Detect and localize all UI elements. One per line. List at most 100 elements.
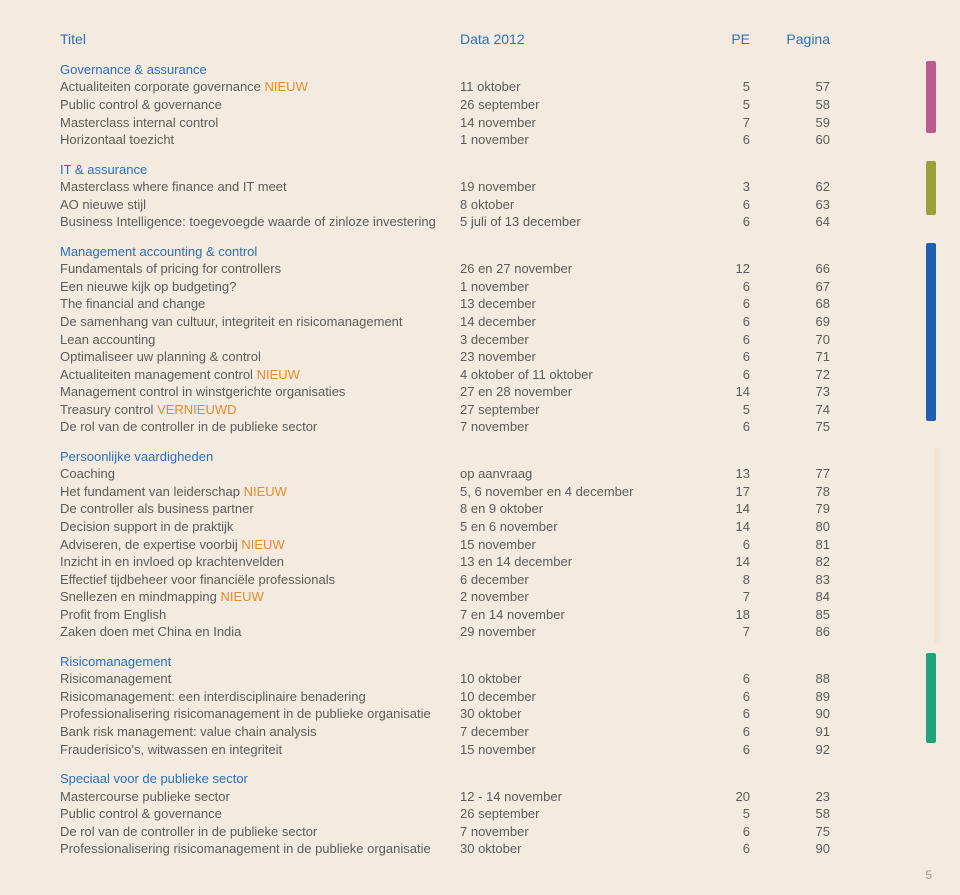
table-row: Treasury control VERNIEUWD27 september57… <box>60 401 900 419</box>
section-heading: Speciaal voor de publieke sector <box>60 770 900 788</box>
section: Speciaal voor de publieke sectorMasterco… <box>60 770 900 858</box>
row-title: Frauderisico's, witwassen en integriteit <box>60 741 460 759</box>
row-pagina: 90 <box>750 705 830 723</box>
table-row: Professionalisering risicomanagement in … <box>60 705 900 723</box>
row-data: 7 november <box>460 418 670 436</box>
row-pagina: 23 <box>750 788 830 806</box>
row-pagina: 72 <box>750 366 830 384</box>
header-pe: PE <box>670 30 750 49</box>
table-row: De rol van de controller in de publieke … <box>60 418 900 436</box>
row-data: 2 november <box>460 588 670 606</box>
row-pe: 5 <box>670 805 750 823</box>
section-tab-icon <box>926 61 936 133</box>
table-row: Masterclass internal control14 november7… <box>60 114 900 132</box>
row-pe: 6 <box>670 348 750 366</box>
row-title: Effectief tijdbeheer voor financiële pro… <box>60 571 460 589</box>
table-row: The financial and change13 december668 <box>60 295 900 313</box>
row-pe: 6 <box>670 131 750 149</box>
row-pagina: 84 <box>750 588 830 606</box>
course-listing: Titel Data 2012 PE Pagina Governance & a… <box>0 0 960 878</box>
section-tab-icon <box>934 448 940 644</box>
row-title: De samenhang van cultuur, integriteit en… <box>60 313 460 331</box>
section: IT & assuranceMasterclass where finance … <box>60 161 900 231</box>
row-pagina: 88 <box>750 670 830 688</box>
row-data: 30 oktober <box>460 840 670 858</box>
row-pe: 5 <box>670 401 750 419</box>
row-pe: 3 <box>670 178 750 196</box>
row-pagina: 92 <box>750 741 830 759</box>
row-title: Coaching <box>60 465 460 483</box>
row-pagina: 59 <box>750 114 830 132</box>
section-heading: Governance & assurance <box>60 61 900 79</box>
row-pagina: 68 <box>750 295 830 313</box>
row-pagina: 89 <box>750 688 830 706</box>
row-title: Zaken doen met China en India <box>60 623 460 641</box>
table-row: Inzicht in en invloed op krachtenvelden 1… <box>60 553 900 571</box>
row-title: Mastercourse publieke sector <box>60 788 460 806</box>
row-data: 13 december <box>460 295 670 313</box>
row-pagina: 82 <box>750 553 830 571</box>
row-data: 29 november <box>460 623 670 641</box>
row-data: 23 november <box>460 348 670 366</box>
row-title: Optimaliseer uw planning & control <box>60 348 460 366</box>
row-pe: 6 <box>670 688 750 706</box>
row-data: 12 - 14 november <box>460 788 670 806</box>
row-data: 7 november <box>460 823 670 841</box>
row-pe: 6 <box>670 840 750 858</box>
row-data: 5 en 6 november <box>460 518 670 536</box>
row-title: Snellezen en mindmapping NIEUW <box>60 588 460 606</box>
row-pagina: 60 <box>750 131 830 149</box>
table-row: Lean accounting3 december670 <box>60 331 900 349</box>
row-pe: 6 <box>670 418 750 436</box>
row-pagina: 80 <box>750 518 830 536</box>
row-pagina: 73 <box>750 383 830 401</box>
row-title: Treasury control VERNIEUWD <box>60 401 460 419</box>
table-row: AO nieuwe stijl8 oktober663 <box>60 196 900 214</box>
table-row: Horizontaal toezicht1 november660 <box>60 131 900 149</box>
row-pagina: 71 <box>750 348 830 366</box>
row-pagina: 58 <box>750 805 830 823</box>
page-number: 5 <box>925 867 932 883</box>
row-data: 8 en 9 oktober <box>460 500 670 518</box>
table-header: Titel Data 2012 PE Pagina <box>60 30 900 49</box>
row-pe: 6 <box>670 823 750 841</box>
row-pe: 6 <box>670 536 750 554</box>
row-pagina: 74 <box>750 401 830 419</box>
row-title: Public control & governance <box>60 96 460 114</box>
row-pe: 6 <box>670 366 750 384</box>
row-title: Horizontaal toezicht <box>60 131 460 149</box>
row-title: Risicomanagement: een interdisciplinaire… <box>60 688 460 706</box>
row-data: 5 juli of 13 december <box>460 213 670 231</box>
row-pagina: 58 <box>750 96 830 114</box>
row-pe: 17 <box>670 483 750 501</box>
table-row: Fundamentals of pricing for controllers2… <box>60 260 900 278</box>
row-title: Masterclass internal control <box>60 114 460 132</box>
table-row: Mastercourse publieke sector12 - 14 nove… <box>60 788 900 806</box>
row-pe: 20 <box>670 788 750 806</box>
table-row: De controller als business partner8 en 9… <box>60 500 900 518</box>
row-title: Bank risk management: value chain analys… <box>60 723 460 741</box>
row-title: Public control & governance <box>60 805 460 823</box>
section-heading: Management accounting & control <box>60 243 900 261</box>
row-title: Professionalisering risicomanagement in … <box>60 840 460 858</box>
row-title: Het fundament van leiderschap NIEUW <box>60 483 460 501</box>
row-pe: 14 <box>670 553 750 571</box>
row-pe: 6 <box>670 213 750 231</box>
row-pagina: 86 <box>750 623 830 641</box>
section-heading: Persoonlijke vaardigheden <box>60 448 900 466</box>
section: Management accounting & controlFundament… <box>60 243 900 436</box>
table-row: Zaken doen met China en India29 november… <box>60 623 900 641</box>
table-row: Actualiteiten management control NIEUW4 … <box>60 366 900 384</box>
row-title: De controller als business partner <box>60 500 460 518</box>
row-pagina: 75 <box>750 823 830 841</box>
row-pagina: 83 <box>750 571 830 589</box>
row-pe: 7 <box>670 588 750 606</box>
table-row: Effectief tijdbeheer voor financiële pro… <box>60 571 900 589</box>
row-pagina: 62 <box>750 178 830 196</box>
row-data: 15 november <box>460 741 670 759</box>
row-pagina: 90 <box>750 840 830 858</box>
table-row: Adviseren, de expertise voorbij NIEUW15 … <box>60 536 900 554</box>
row-data: 10 oktober <box>460 670 670 688</box>
row-title: Inzicht in en invloed op krachtenvelden <box>60 553 460 571</box>
row-data: 4 oktober of 11 oktober <box>460 366 670 384</box>
